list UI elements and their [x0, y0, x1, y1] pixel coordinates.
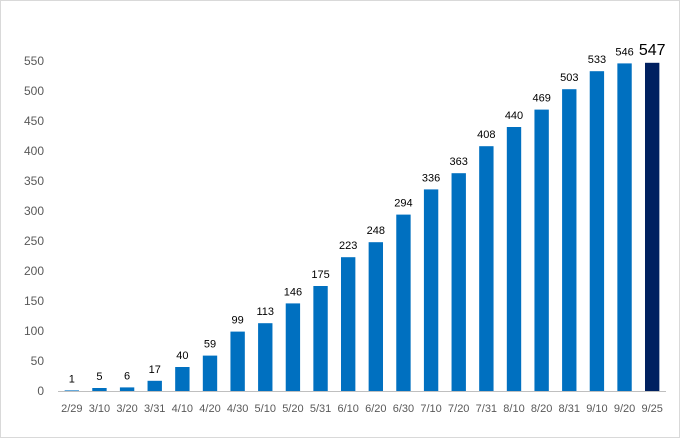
x-tick-label: 4/20 — [199, 403, 220, 415]
bar-9-25 — [644, 62, 660, 392]
bar-9-10 — [589, 71, 605, 391]
x-tick-label: 8/10 — [503, 403, 524, 415]
x-tick-label: 6/10 — [337, 403, 358, 415]
data-label: 440 — [505, 110, 523, 122]
bar-5-10 — [258, 323, 273, 391]
y-tick-label: 50 — [31, 354, 45, 368]
x-tick-label: 7/31 — [476, 403, 497, 415]
data-label: 175 — [311, 269, 329, 281]
data-label: 17 — [149, 364, 161, 376]
x-tick-label: 9/25 — [641, 403, 662, 415]
bar-6-20 — [368, 242, 384, 391]
data-label: 503 — [560, 72, 578, 84]
x-tick-label: 3/31 — [144, 403, 165, 415]
data-label: 1 — [69, 373, 75, 385]
data-label: 408 — [477, 129, 495, 141]
x-tick-label: 9/20 — [614, 403, 635, 415]
x-tick-label: 7/10 — [420, 403, 441, 415]
y-tick-label: 100 — [24, 324, 44, 338]
y-tick-label: 400 — [24, 144, 44, 158]
bar-7-20 — [451, 173, 466, 391]
bar-5-31 — [313, 286, 328, 391]
bar-4-10 — [175, 367, 190, 391]
x-tick-label: 3/20 — [116, 403, 137, 415]
bar-8-31 — [562, 89, 577, 391]
x-tick-label: 9/10 — [586, 403, 607, 415]
y-tick-label: 150 — [24, 294, 44, 308]
bar-6-30 — [396, 214, 411, 391]
data-label: 6 — [124, 370, 130, 382]
bar-5-20 — [285, 303, 301, 391]
x-tick-label: 3/10 — [89, 403, 110, 415]
y-tick-label: 200 — [24, 264, 44, 278]
data-label: 223 — [339, 240, 357, 252]
data-label: 5 — [96, 371, 102, 383]
bar-7-10 — [423, 189, 439, 391]
x-tick-label: 2/29 — [61, 403, 82, 415]
bar-2-29 — [64, 390, 80, 391]
data-label: 546 — [615, 46, 633, 58]
y-tick-label: 300 — [24, 204, 44, 218]
x-tick-label: 5/20 — [282, 403, 303, 415]
bar-9-20 — [617, 63, 632, 392]
data-label: 533 — [588, 54, 606, 66]
data-label: 336 — [422, 172, 440, 184]
y-tick-label: 350 — [24, 174, 44, 188]
bar-3-31 — [147, 380, 162, 391]
data-label: 99 — [232, 315, 244, 327]
x-tick-label: 7/20 — [448, 403, 469, 415]
bar-8-20 — [534, 109, 549, 391]
data-label: 113 — [256, 306, 274, 318]
bar-6-10 — [340, 257, 356, 391]
x-tick-label: 6/30 — [393, 403, 414, 415]
bar-3-20 — [119, 387, 135, 391]
y-axis-tick-labels: 0 50 100 150 200 250 300 350 400 450 500 550 — [24, 54, 44, 398]
data-labels: 1 5 6 17 40 59 99 113 146 175 223 248 294 336 363 408 44… — [69, 42, 666, 386]
bar-series — [64, 62, 660, 392]
y-tick-label: 250 — [24, 234, 44, 248]
x-tick-label: 8/31 — [559, 403, 580, 415]
x-axis-tick-labels: 2/29 3/10 3/20 3/31 4/10 4/20 4/30 5/10 5/20 5/31… — [61, 403, 663, 415]
x-tick-label: 5/31 — [310, 403, 331, 415]
data-label: 40 — [176, 350, 188, 362]
y-tick-label: 0 — [37, 384, 44, 398]
data-label: 363 — [450, 156, 468, 168]
bar-4-20 — [202, 355, 218, 391]
data-label: 469 — [532, 93, 550, 105]
x-tick-label: 8/20 — [531, 403, 552, 415]
y-tick-label: 500 — [24, 84, 44, 98]
y-tick-label: 450 — [24, 114, 44, 128]
data-label: 146 — [284, 286, 302, 298]
x-tick-label: 4/10 — [172, 403, 193, 415]
bar-3-10 — [92, 388, 107, 391]
y-tick-label: 550 — [24, 54, 44, 68]
bar-4-30 — [230, 331, 245, 391]
x-tick-label: 5/10 — [255, 403, 276, 415]
data-label: 294 — [394, 198, 412, 210]
x-tick-label: 6/20 — [365, 403, 386, 415]
bar-7-31 — [479, 146, 494, 391]
bar-8-10 — [506, 127, 522, 391]
data-label: 248 — [367, 225, 385, 237]
x-tick-label: 4/30 — [227, 403, 248, 415]
data-label: 547 — [639, 42, 666, 59]
data-label: 59 — [204, 339, 216, 351]
